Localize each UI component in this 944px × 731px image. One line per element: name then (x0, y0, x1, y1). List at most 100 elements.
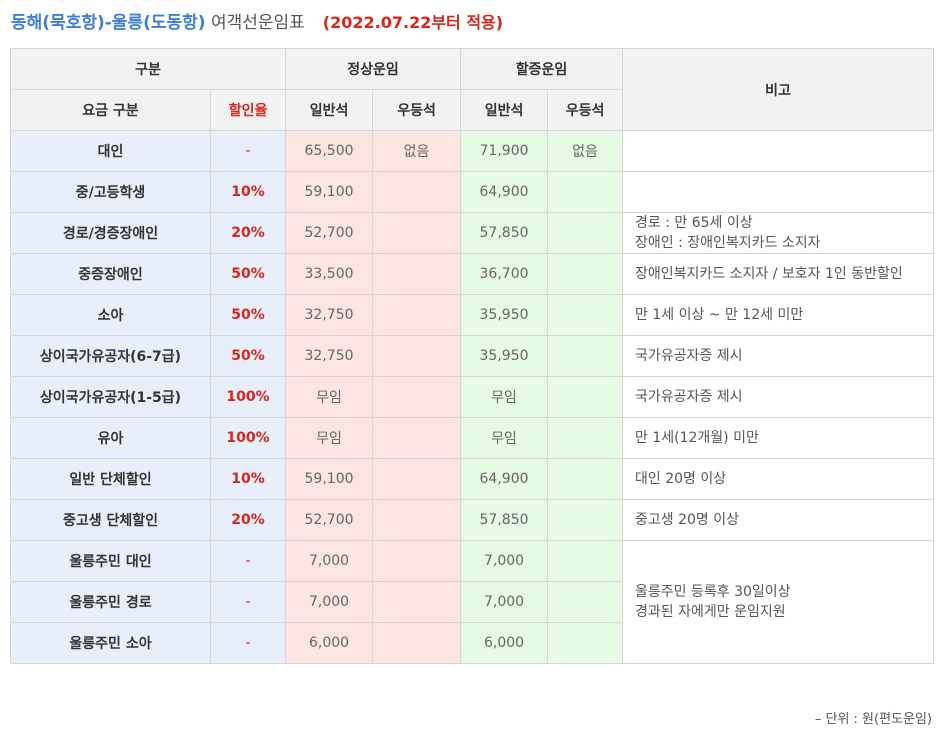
fare-category: 중증장애인 (10, 253, 211, 295)
header-surge-general: 일반석 (460, 89, 549, 131)
route-title: 동해(묵호항)-울릉(도동항) (11, 13, 206, 33)
surge-premium-fare (547, 499, 624, 541)
fare-category: 상이국가유공자(6-7급) (10, 335, 211, 377)
header-surge-premium: 우등석 (547, 89, 624, 131)
header-remarks: 비고 (622, 48, 934, 131)
normal-premium-fare (372, 540, 462, 582)
fare-category: 대인 (10, 130, 211, 172)
normal-premium-fare: 없음 (372, 130, 462, 172)
normal-general-fare: 32,750 (285, 294, 374, 336)
surge-general-fare: 57,850 (460, 212, 549, 254)
remarks-cell: 국가유공자증 제시 (622, 376, 934, 418)
discount-rate: 10% (209, 171, 287, 213)
header-discount-rate: 할인율 (209, 89, 287, 131)
normal-premium-fare (372, 458, 462, 500)
normal-general-fare: 32,750 (285, 335, 374, 377)
discount-rate: 50% (209, 253, 287, 295)
surge-general-fare: 6,000 (460, 622, 549, 664)
surge-general-fare: 64,900 (460, 171, 549, 213)
normal-premium-fare (372, 335, 462, 377)
title-suffix: 여객선운임표 (205, 13, 305, 33)
surge-general-fare: 7,000 (460, 540, 549, 582)
table-row: 상이국가유공자(6-7급) 50% 32,750 35,950 국가유공자증 제시 (10, 335, 934, 377)
discount-rate: - (209, 540, 287, 582)
remarks-cell: 국가유공자증 제시 (622, 335, 934, 377)
normal-premium-fare (372, 253, 462, 295)
normal-general-fare: 7,000 (285, 581, 374, 623)
fare-category: 울릉주민 경로 (10, 581, 211, 623)
table-row: 울릉주민 대인 -7,000 7,000 울릉주민 등록후 30일이상 경과된 자에게만… (10, 540, 934, 664)
fare-category: 중/고등학생 (10, 171, 211, 213)
remarks-cell: 대인 20명 이상 (622, 458, 934, 500)
surge-general-fare: 35,950 (460, 335, 549, 377)
table-row: 경로/경증장애인 20% 52,700 57,850 경로 : 만 65세 이상 장애인 … (10, 212, 934, 254)
surge-premium-fare (547, 335, 624, 377)
normal-general-fare: 52,700 (285, 212, 374, 254)
fare-category: 울릉주민 대인 (10, 540, 211, 582)
discount-rate: 100% (209, 417, 287, 459)
remarks-cell: 만 1세 이상 ~ 만 12세 미만 (622, 294, 934, 336)
fare-category: 중고생 단체할인 (10, 499, 211, 541)
normal-premium-fare (372, 171, 462, 213)
remarks-cell: 울릉주민 등록후 30일이상 경과된 자에게만 운임지원 (622, 540, 934, 664)
normal-premium-fare (372, 499, 462, 541)
normal-general-fare: 7,000 (285, 540, 374, 582)
normal-premium-fare (372, 294, 462, 336)
header-normal-general: 일반석 (285, 89, 374, 131)
table-row: 일반 단체할인 10% 59,100 64,900 대인 20명 이상 (10, 458, 934, 500)
normal-general-fare: 33,500 (285, 253, 374, 295)
remarks-cell (622, 130, 934, 172)
table-row: 소아 50% 32,750 35,950 만 1세 이상 ~ 만 12세 미만 (10, 294, 934, 336)
surge-general-fare: 무임 (460, 417, 549, 459)
surge-premium-fare (547, 253, 624, 295)
remarks-cell (622, 171, 934, 213)
fare-table: 구분 정상운임 할증운임 비고 요금 구분 할인율 일반석 우등석 일반석 우등… (9, 48, 934, 664)
normal-general-fare: 59,100 (285, 171, 374, 213)
fare-category: 유아 (10, 417, 211, 459)
discount-rate: 10% (209, 458, 287, 500)
surge-general-fare: 7,000 (460, 581, 549, 623)
surge-premium-fare: 없음 (547, 130, 624, 172)
header-normal-fare: 정상운임 (285, 48, 462, 90)
discount-rate: 20% (209, 499, 287, 541)
page-title: 동해(묵호항)-울릉(도동항) 여객선운임표 (2022.07.22부터 적용) (11, 10, 503, 36)
discount-rate: - (209, 130, 287, 172)
normal-general-fare: 59,100 (285, 458, 374, 500)
surge-premium-fare (547, 622, 624, 664)
surge-general-fare: 무임 (460, 376, 549, 418)
discount-rate: 50% (209, 294, 287, 336)
discount-rate: - (209, 581, 287, 623)
remarks-cell: 중고생 20명 이상 (622, 499, 934, 541)
fare-category: 상이국가유공자(1-5급) (10, 376, 211, 418)
surge-premium-fare (547, 294, 624, 336)
normal-general-fare: 52,700 (285, 499, 374, 541)
discount-rate: 50% (209, 335, 287, 377)
surge-general-fare: 35,950 (460, 294, 549, 336)
table-row: 중고생 단체할인 20% 52,700 57,850 중고생 20명 이상 (10, 499, 934, 541)
table-row: 상이국가유공자(1-5급) 100% 무임 무임 국가유공자증 제시 (10, 376, 934, 418)
fare-category: 소아 (10, 294, 211, 336)
table-row: 울릉주민 경로 -7,000 7,000 (10, 581, 934, 623)
table-row: 유아 100% 무임 무임 만 1세(12개월) 미만 (10, 417, 934, 459)
normal-premium-fare (372, 212, 462, 254)
surge-general-fare: 57,850 (460, 499, 549, 541)
surge-premium-fare (547, 458, 624, 500)
surge-general-fare: 71,900 (460, 130, 549, 172)
normal-general-fare: 무임 (285, 376, 374, 418)
discount-rate: 20% (209, 212, 287, 254)
remarks-cell: 장애인복지카드 소지자 / 보호자 1인 동반할인 (622, 253, 934, 295)
table-row: 대인 -65,500 없음 71,900 없음 (10, 130, 934, 172)
surge-premium-fare (547, 540, 624, 582)
table-row: 중증장애인 50% 33,500 36,700 장애인복지카드 소지자 / 보호자 1인… (10, 253, 934, 295)
normal-premium-fare (372, 581, 462, 623)
normal-general-fare: 6,000 (285, 622, 374, 664)
surge-premium-fare (547, 171, 624, 213)
surge-general-fare: 64,900 (460, 458, 549, 500)
surge-premium-fare (547, 212, 624, 254)
discount-rate: - (209, 622, 287, 664)
normal-general-fare: 65,500 (285, 130, 374, 172)
remarks-cell: 경로 : 만 65세 이상 장애인 : 장애인복지카드 소지자 (622, 212, 934, 254)
header-fare-type: 요금 구분 (10, 89, 211, 131)
surge-premium-fare (547, 581, 624, 623)
fare-category: 울릉주민 소아 (10, 622, 211, 664)
